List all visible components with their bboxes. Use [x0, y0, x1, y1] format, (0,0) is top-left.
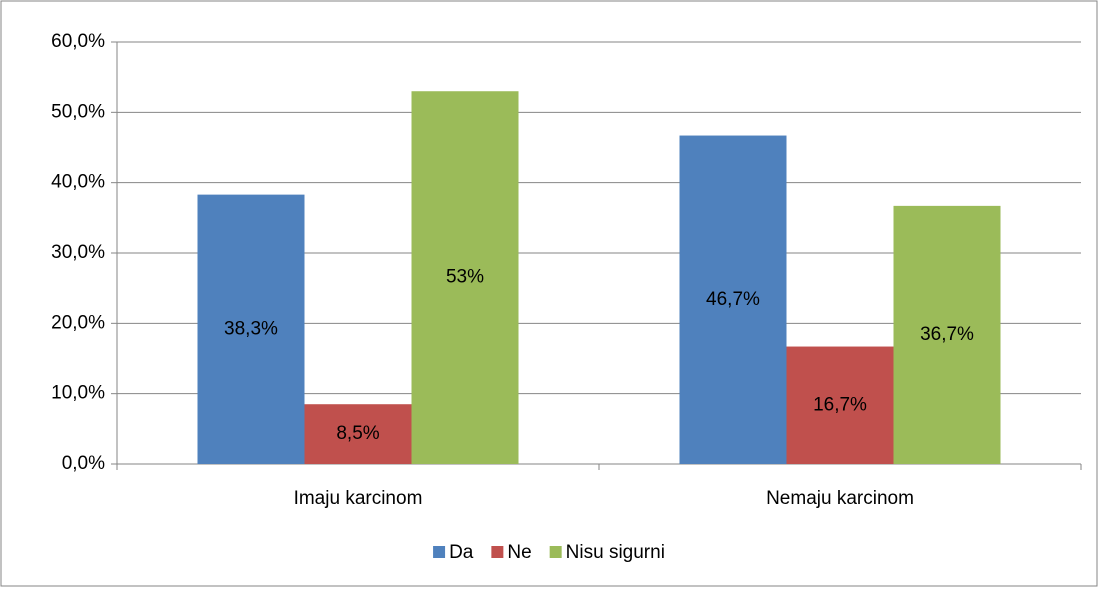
value-label: 53% — [446, 267, 484, 288]
y-tick-label: 0,0% — [62, 453, 105, 474]
y-tick-label: 60,0% — [51, 31, 105, 52]
bar — [786, 346, 894, 464]
x-tick-label: Nemaju karcinom — [766, 488, 914, 509]
bar — [411, 91, 519, 464]
bar — [304, 404, 412, 464]
y-tick-label: 30,0% — [51, 242, 105, 263]
value-label: 46,7% — [706, 289, 760, 310]
value-label: 16,7% — [813, 394, 867, 415]
y-tick-label: 20,0% — [51, 312, 105, 333]
bar — [893, 205, 1001, 465]
legend-label: Ne — [507, 542, 531, 563]
legend-swatch — [433, 546, 446, 558]
value-label: 36,7% — [920, 324, 974, 345]
bar — [197, 194, 305, 464]
legend-label: Da — [449, 542, 474, 563]
value-label: 8,5% — [336, 423, 379, 444]
bar — [679, 135, 787, 464]
legend-label: Nisu sigurni — [566, 542, 665, 563]
legend-swatch — [549, 546, 562, 558]
y-tick-label: 50,0% — [51, 101, 105, 122]
y-tick-label: 40,0% — [51, 172, 105, 193]
y-tick-label: 10,0% — [51, 383, 105, 404]
value-label: 38,3% — [224, 318, 278, 339]
x-tick-label: Imaju karcinom — [294, 488, 423, 509]
legend-swatch — [491, 546, 504, 558]
